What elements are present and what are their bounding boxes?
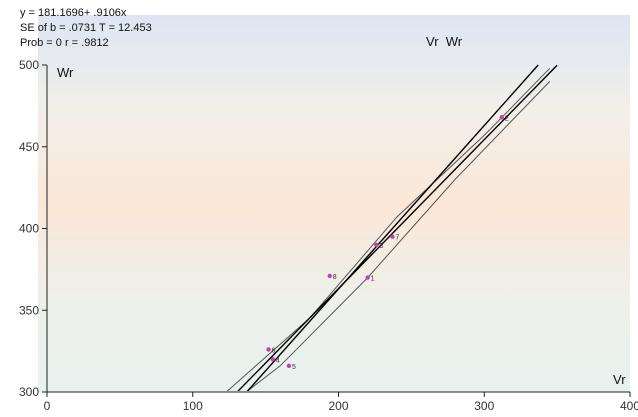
diagonal-line bbox=[246, 64, 539, 391]
ticks-layer: 0 100 200 300 400 300 350 400 450 500 bbox=[19, 58, 638, 413]
data-point-label: 3 bbox=[379, 243, 383, 250]
stats-line-1: y = 181.1696+ .9106x bbox=[20, 7, 127, 19]
data-point-label: 5 bbox=[292, 364, 296, 371]
y-tick-label: 400 bbox=[19, 222, 39, 236]
y-axis-label: Wr bbox=[57, 65, 74, 80]
x-tick-label: 100 bbox=[183, 399, 203, 413]
plot-background bbox=[38, 15, 630, 392]
data-point bbox=[286, 363, 292, 369]
data-point bbox=[365, 275, 370, 280]
x-tick-label: 0 bbox=[44, 399, 51, 413]
data-point-label: 2 bbox=[505, 115, 509, 122]
data-point-label: 1 bbox=[371, 276, 375, 283]
data-point bbox=[266, 347, 271, 352]
data-point bbox=[390, 234, 395, 239]
data-point-label: 6 bbox=[272, 347, 276, 354]
data-point-label: 8 bbox=[333, 274, 337, 281]
y-tick-label: 350 bbox=[19, 303, 39, 317]
x-axis-label: Vr bbox=[613, 372, 626, 387]
data-point bbox=[270, 357, 276, 362]
points-layer: 1 2 3 4 5 6 7 8 bbox=[266, 115, 509, 371]
confidence-band-upper bbox=[226, 67, 551, 391]
regression-line bbox=[237, 64, 558, 391]
x-tick-label: 200 bbox=[328, 399, 348, 413]
x-tick-label: 400 bbox=[620, 399, 638, 413]
x-tick-label: 300 bbox=[474, 399, 494, 413]
y-tick-label: 450 bbox=[19, 140, 39, 154]
data-point bbox=[374, 242, 379, 248]
stats-line-2: SE of b = .0731 T = 12.453 bbox=[20, 22, 152, 34]
data-point bbox=[499, 115, 504, 120]
data-point bbox=[327, 273, 332, 279]
stats-line-3: Prob = 0 r = .9812 bbox=[20, 37, 109, 49]
data-point-label: 7 bbox=[395, 235, 399, 242]
y-tick-label: 500 bbox=[19, 58, 39, 72]
data-point-label: 4 bbox=[276, 357, 280, 364]
chart-title: Vr Wr bbox=[426, 34, 463, 49]
y-tick-label: 300 bbox=[19, 385, 39, 399]
